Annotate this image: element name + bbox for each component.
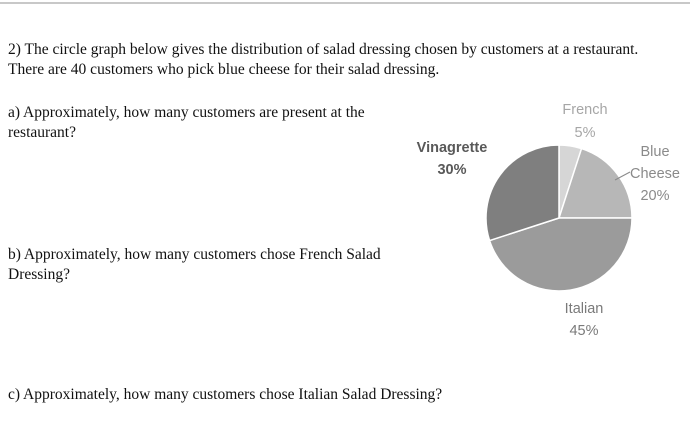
slice-label-2-line-1: 45% xyxy=(569,323,598,339)
question-a: a) Approximately, how many customers are… xyxy=(8,104,365,141)
slice-label-0-line-1: 5% xyxy=(575,125,596,141)
pie-slice-2 xyxy=(488,217,633,292)
pie-slice-1 xyxy=(557,147,633,219)
top-divider xyxy=(0,2,690,4)
question-c: c) Approximately, how many customers cho… xyxy=(8,386,443,403)
slice-label-3-line-1: 30% xyxy=(437,162,466,178)
slice-label-1-line-1: Cheese xyxy=(630,166,680,182)
slice-label-0-line-0: French xyxy=(562,102,607,118)
pie-slice-3 xyxy=(485,144,560,242)
slice-label-3-line-0: Vinagrette xyxy=(417,140,488,156)
problem-intro: 2) The circle graph below gives the dist… xyxy=(8,41,639,78)
slice-label-1-line-0: Blue xyxy=(640,144,669,160)
blue-cheese-leader-line xyxy=(614,171,631,181)
slice-label-1-line-2: 20% xyxy=(640,188,669,204)
question-b: b) Approximately, how many customers cho… xyxy=(8,246,381,283)
slice-label-2-line-0: Italian xyxy=(565,301,604,317)
